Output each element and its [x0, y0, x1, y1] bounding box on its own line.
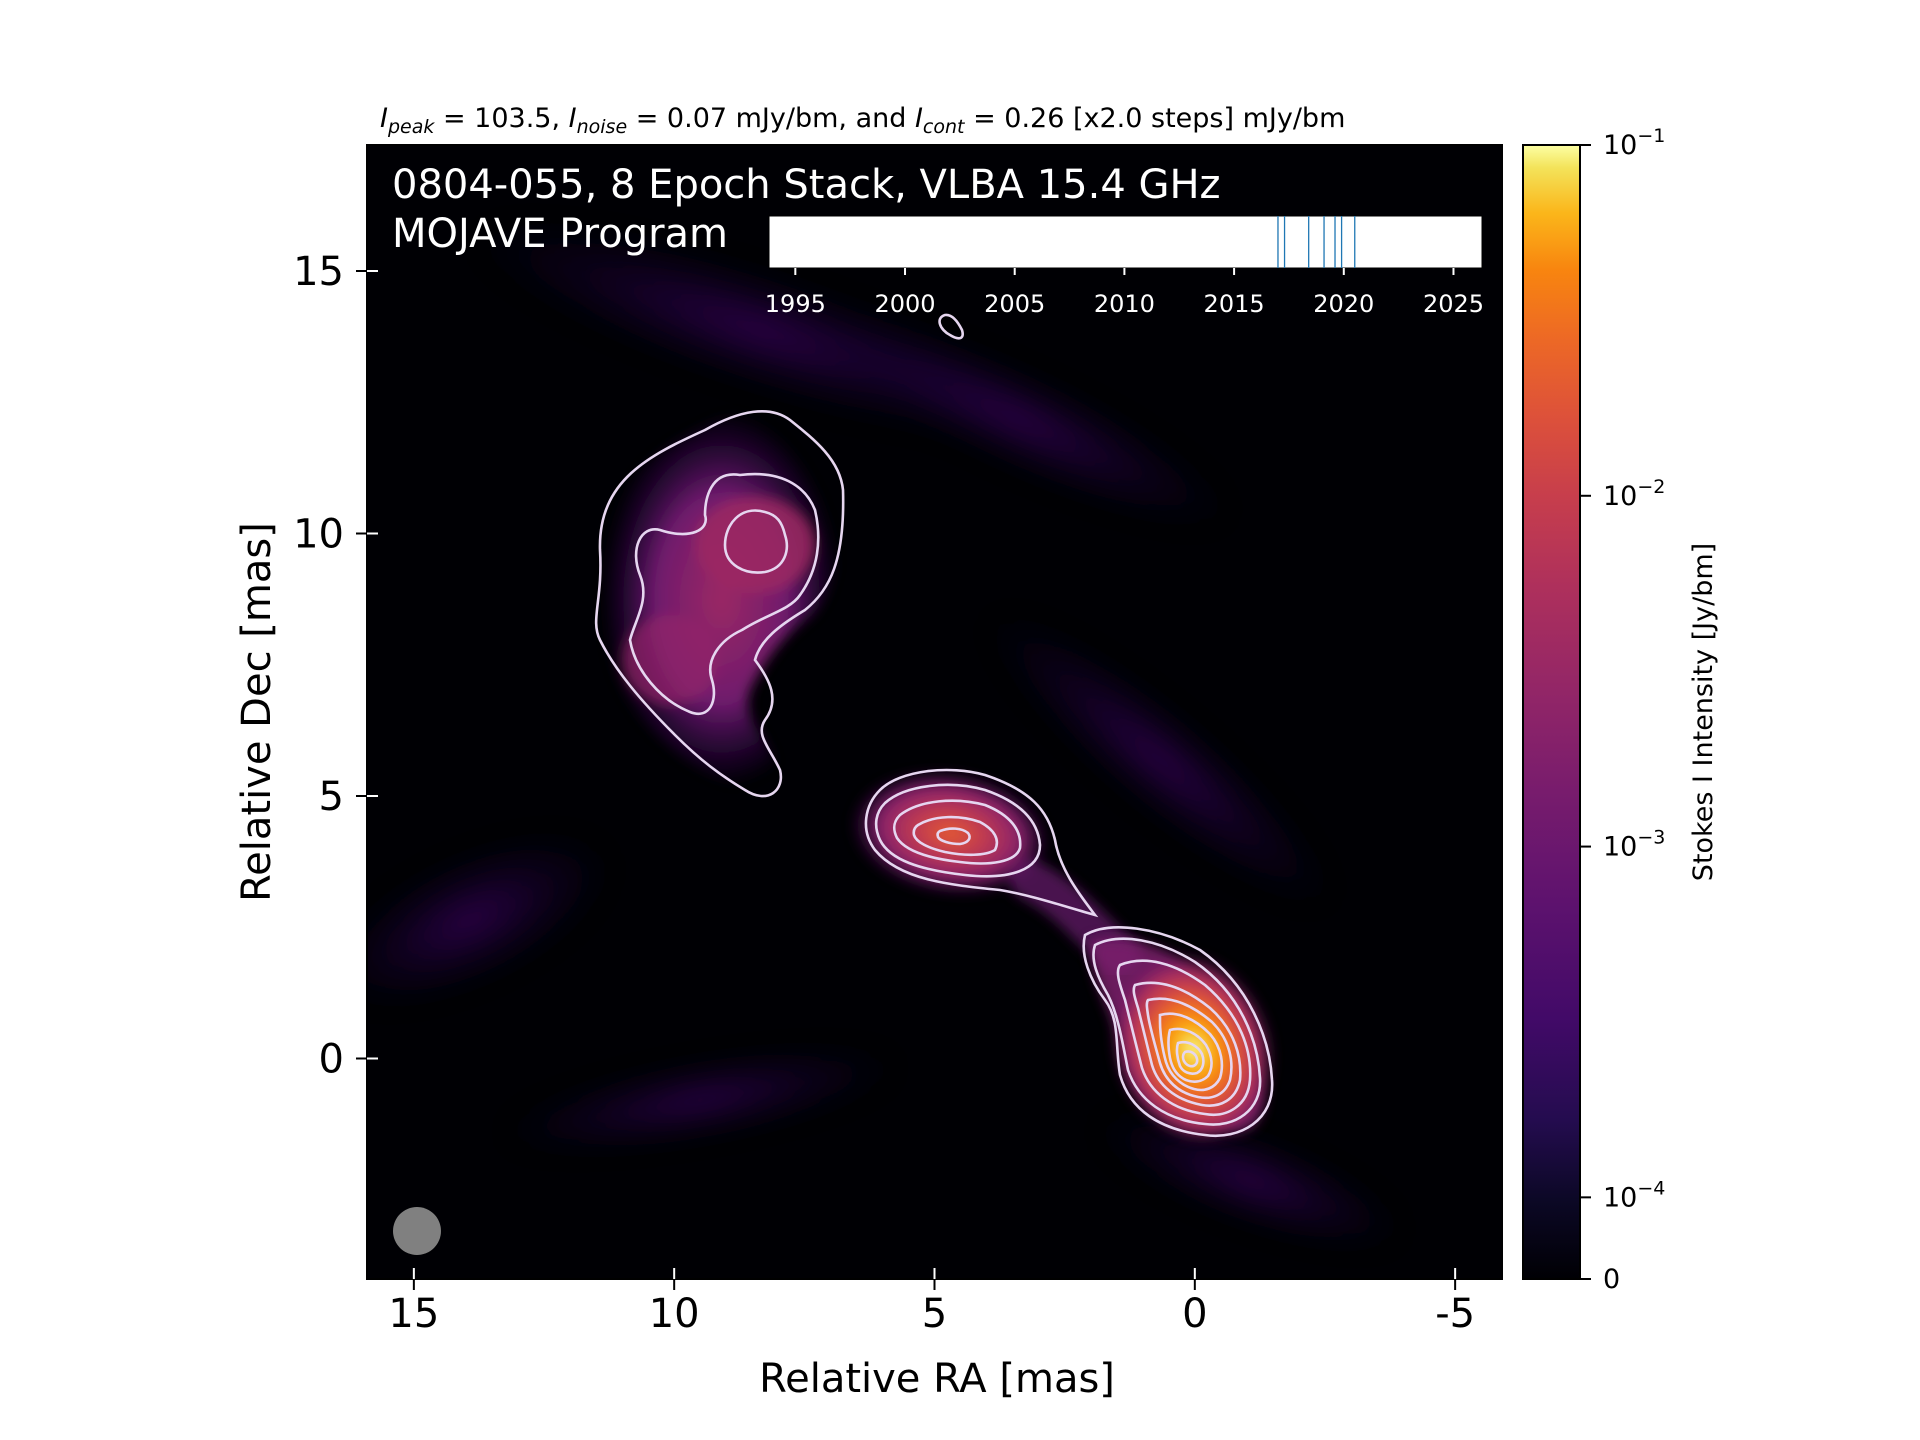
colorbar-tick-label: 10−4	[1603, 1177, 1665, 1213]
timeline-tick-label: 2005	[984, 290, 1045, 318]
epoch-timeline: 1995 2000 2005 2010 2015 2020 2025	[765, 215, 1484, 318]
x-tick-label: 5	[922, 1291, 947, 1337]
colorbar-label: Stokes I Intensity [Jy/bm]	[1688, 543, 1719, 881]
contour	[874, 783, 1042, 878]
timeline-tick-label: 1995	[765, 290, 826, 318]
program-label: MOJAVE Program	[392, 211, 728, 257]
y-tick-label: 10	[293, 512, 344, 558]
contour	[1092, 937, 1262, 1126]
contour	[938, 313, 964, 340]
x-axis: 15 10 5 0 -5	[388, 1268, 1475, 1337]
contour	[912, 815, 999, 857]
x-tick-label: 10	[649, 1291, 700, 1337]
colorbar: 0 10−4 10−3 10−2 10−1 Stokes I Intensity [Jy…	[1522, 125, 1719, 1295]
x-tick-label: -5	[1435, 1291, 1475, 1337]
diffuse-emission	[367, 223, 1401, 1247]
colorbar-tick-label: 10−3	[1603, 827, 1665, 863]
y-tick-label: 15	[293, 249, 344, 295]
map-title: 0804-055, 8 Epoch Stack, VLBA 15.4 GHz	[392, 162, 1221, 208]
colorbar-frame	[1522, 144, 1581, 1280]
colorbar-tick-label: 10−1	[1603, 125, 1665, 161]
contour	[1145, 997, 1233, 1100]
contour	[723, 509, 789, 574]
y-tick-label: 5	[319, 774, 344, 820]
y-tick-label: 0	[319, 1037, 344, 1083]
contour	[936, 827, 971, 846]
contour	[1132, 981, 1242, 1107]
x-axis-label: Relative RA [mas]	[759, 1356, 1115, 1402]
header-intensity-summary: Ipeak = 103.5, Inoise = 0.07 mJy/bm, and…	[380, 103, 1345, 138]
contour	[594, 409, 845, 798]
y-axis: 0 5 10 15	[293, 249, 378, 1083]
contour	[1082, 926, 1274, 1138]
timeline-tick-label: 2015	[1204, 290, 1265, 318]
contour	[1116, 959, 1252, 1117]
contour	[864, 768, 1099, 918]
intensity-map: 0804-055, 8 Epoch Stack, VLBA 15.4 GHz M…	[367, 145, 1502, 1279]
timeline-tick-label: 2000	[874, 290, 935, 318]
timeline-tick-label: 2020	[1313, 290, 1374, 318]
map-background	[367, 145, 1502, 1279]
beam-ellipse	[393, 1207, 441, 1255]
contour	[892, 799, 1022, 865]
contour	[628, 472, 820, 716]
x-tick-label: 15	[388, 1291, 439, 1337]
contour	[1167, 1027, 1213, 1083]
contour	[1175, 1040, 1205, 1075]
y-axis-label: Relative Dec [mas]	[234, 522, 280, 902]
contours	[594, 313, 1274, 1138]
colorbar-tick-label: 10−2	[1603, 476, 1665, 512]
timeline-tick-label: 2010	[1094, 290, 1155, 318]
colorbar-gradient	[1523, 145, 1580, 1279]
x-tick-label: 0	[1182, 1291, 1207, 1337]
contour	[1158, 1012, 1224, 1092]
timeline-box	[768, 215, 1483, 269]
colorbar-tick-label: 0	[1603, 1264, 1620, 1295]
contour	[1181, 1050, 1199, 1068]
timeline-tick-label: 2025	[1423, 290, 1484, 318]
